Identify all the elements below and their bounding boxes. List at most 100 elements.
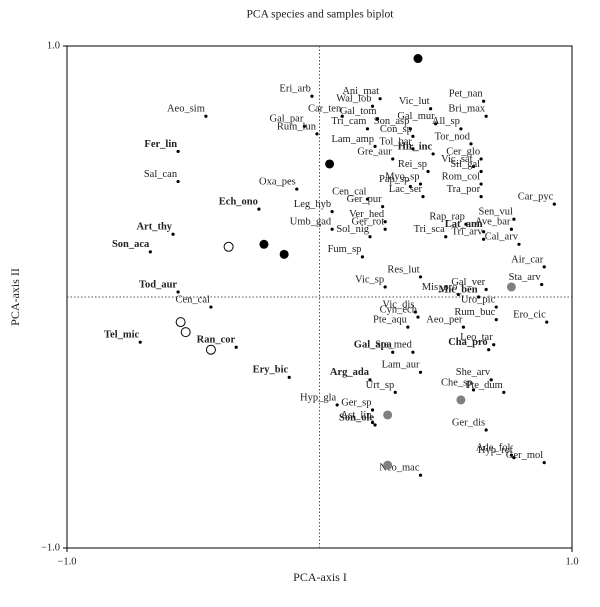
point-label: Cer_glo	[446, 146, 480, 157]
sample-point	[205, 344, 216, 355]
species-point	[406, 325, 410, 329]
point-label: Con_sp	[380, 124, 412, 135]
point-label: Res_lut	[387, 264, 419, 275]
species-point	[482, 237, 486, 241]
species-point	[418, 182, 423, 186]
point-label: Gal_par	[270, 114, 304, 125]
species-point	[368, 378, 372, 382]
species-point	[479, 169, 483, 174]
species-point	[370, 420, 375, 425]
species-point	[552, 202, 556, 206]
point-label: Gal_tom	[340, 106, 377, 117]
species-point	[482, 99, 486, 103]
point-label: Sil_gal	[450, 159, 480, 170]
point-label: Urt_sp	[366, 380, 395, 391]
point-label: Ger_sp	[341, 397, 371, 408]
point-label: Vic_sp	[355, 274, 384, 285]
point-label: Rum_lun	[277, 121, 317, 132]
species-point	[484, 287, 488, 292]
point-label: Ver_hed	[349, 209, 385, 220]
point-label: Ger_rot	[351, 217, 384, 228]
point-label: Oxa_pes	[259, 176, 296, 187]
point-label: Tol_bar	[379, 136, 412, 147]
sample-point	[383, 410, 393, 420]
species-point	[542, 265, 546, 269]
species-point	[257, 207, 261, 211]
species-point	[479, 182, 483, 186]
species-point	[418, 275, 423, 279]
species-point	[482, 230, 486, 234]
point-label: Vic_sat	[441, 154, 473, 165]
species-point	[471, 388, 476, 392]
species-point	[330, 210, 334, 214]
species-point	[416, 315, 420, 319]
species-point	[383, 285, 387, 289]
species-point	[330, 227, 334, 231]
point-label: Tel_mic	[104, 330, 140, 341]
sample-point	[413, 54, 423, 64]
species-point	[418, 473, 423, 477]
species-point	[459, 127, 463, 131]
point-label: Rap_rap	[429, 212, 465, 223]
point-label: Hyp_gla	[300, 392, 337, 403]
species-point	[431, 152, 435, 156]
point-label: Tri_sca	[414, 224, 445, 235]
point-label: Car_ten	[308, 104, 342, 115]
species-point	[512, 217, 516, 221]
species-point	[509, 227, 513, 231]
point-label: Hyp_ref	[478, 445, 513, 456]
point-label: Son_ole	[339, 412, 374, 423]
point-label: Neo_mac	[379, 463, 420, 474]
species-point	[391, 157, 395, 161]
point-label: Vic_dis	[382, 299, 414, 310]
point-label: Bri_max	[448, 104, 485, 115]
point-label: Tor_nod	[435, 131, 471, 142]
point-label: Cal_arv	[485, 232, 519, 243]
species-point	[360, 255, 365, 259]
species-point	[429, 107, 433, 111]
species-point	[148, 250, 152, 254]
species-point	[494, 305, 498, 309]
point-label: Mis_oro	[422, 282, 458, 293]
point-label: Lam_aur	[382, 360, 420, 371]
point-label: Ger_mol	[506, 450, 543, 461]
point-label: Cen_cal	[332, 187, 366, 198]
species-point	[471, 164, 476, 169]
sample-point	[325, 159, 335, 169]
species-point	[476, 295, 481, 299]
species-point	[489, 378, 493, 382]
point-label: Vic_lut	[399, 96, 430, 107]
point-label: Che_sp	[441, 377, 473, 388]
species-point	[370, 104, 375, 108]
x-tick-label: −1.0	[57, 556, 76, 567]
species-point	[479, 195, 483, 199]
species-point	[484, 428, 488, 432]
species-point	[234, 345, 238, 349]
point-label: Lac_ser	[389, 184, 423, 195]
point-label: Gal_ver	[451, 277, 485, 288]
species-point	[411, 147, 415, 151]
species-point	[444, 235, 448, 239]
species-point	[418, 370, 423, 374]
point-label: She_arv	[456, 367, 491, 378]
point-label: Ste_med	[375, 340, 412, 351]
x-axis-label: PCA-axis I	[293, 570, 347, 584]
species-point	[340, 114, 344, 118]
point-label: Cen_cal	[176, 294, 210, 305]
species-point	[484, 114, 488, 118]
point-label: Art_thy	[136, 222, 172, 233]
species-point	[310, 94, 314, 98]
point-label: Rum_buc	[454, 307, 495, 318]
point-label: Aeo_per	[426, 315, 463, 326]
sample-point	[456, 395, 466, 405]
species-point	[365, 127, 370, 131]
point-label: Ech_ono	[219, 197, 258, 208]
sample-point	[175, 317, 186, 328]
species-point	[204, 114, 208, 118]
species-point	[411, 134, 415, 138]
point-label: Cyn_ech	[380, 304, 418, 315]
species-point	[502, 390, 506, 394]
point-label: Ger_dis	[452, 417, 485, 428]
species-point	[464, 222, 468, 226]
point-label: Fum_sp	[328, 244, 362, 255]
